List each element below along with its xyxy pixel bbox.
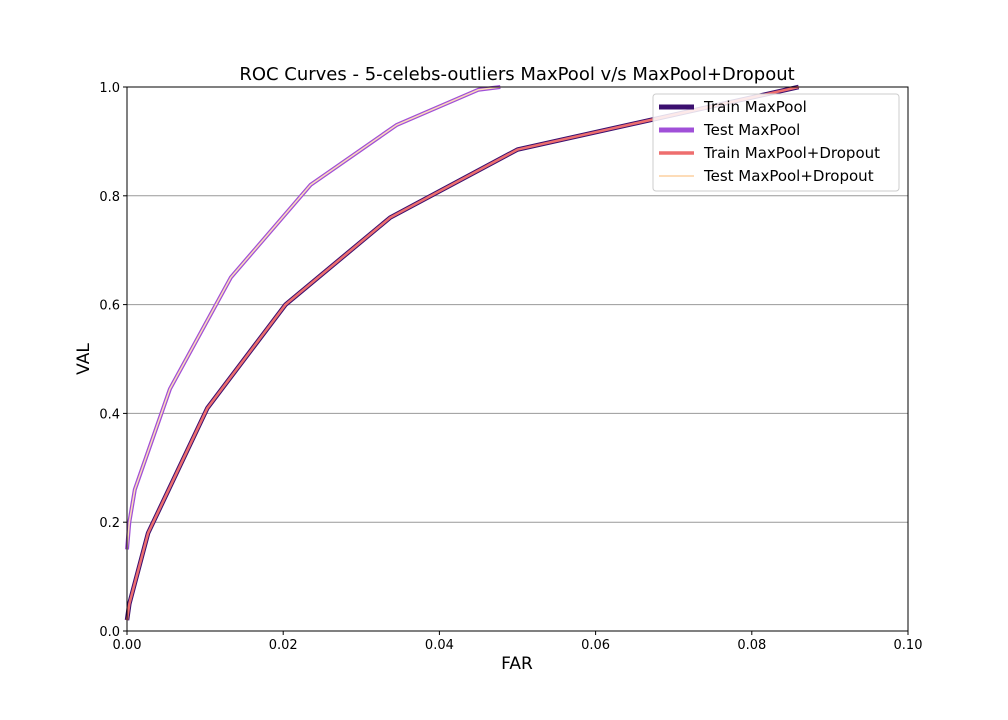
x-tick-label: 0.04 (425, 638, 454, 653)
y-tick-label: 0.2 (99, 516, 120, 531)
series-line-test-maxpool-dropout (126, 86, 501, 550)
x-tick-label: 0.00 (113, 638, 142, 653)
grid-lines (127, 195, 908, 523)
legend-box (652, 93, 900, 192)
y-tick-label: 0.8 (99, 190, 120, 205)
y-tick-label: 0.4 (99, 407, 120, 422)
chart-title: ROC Curves - 5-celebs-outliers MaxPool v… (239, 64, 794, 85)
x-tick-label: 0.06 (581, 638, 610, 653)
series-line-train-maxpool-dropout (125, 85, 799, 621)
y-tick-label: 0.0 (99, 625, 120, 640)
y-axis-ticks: 0.0 0.2 0.4 0.6 0.8 1.0 (99, 81, 127, 640)
legend-label: Train MaxPool (703, 98, 807, 116)
plot-frame (126, 86, 909, 632)
series-lines (124, 84, 800, 621)
legend-label: Test MaxPool (703, 121, 800, 139)
x-tick-label: 0.10 (894, 638, 923, 653)
series-line-test-maxpool (125, 85, 501, 550)
x-tick-label: 0.02 (269, 638, 298, 653)
legend-label: Train MaxPool+Dropout (703, 144, 880, 162)
x-tick-label: 0.08 (737, 638, 766, 653)
y-tick-label: 1.0 (99, 81, 120, 96)
x-axis-ticks: 0.00 0.02 0.04 0.06 0.08 0.10 (113, 631, 923, 653)
y-tick-label: 0.6 (99, 299, 120, 314)
x-axis-title: FAR (501, 654, 533, 674)
y-axis-title: VAL (74, 343, 94, 375)
legend: Train MaxPool Test MaxPool Train MaxPool+D… (652, 93, 900, 192)
legend-label: Test MaxPool+Dropout (703, 167, 874, 185)
